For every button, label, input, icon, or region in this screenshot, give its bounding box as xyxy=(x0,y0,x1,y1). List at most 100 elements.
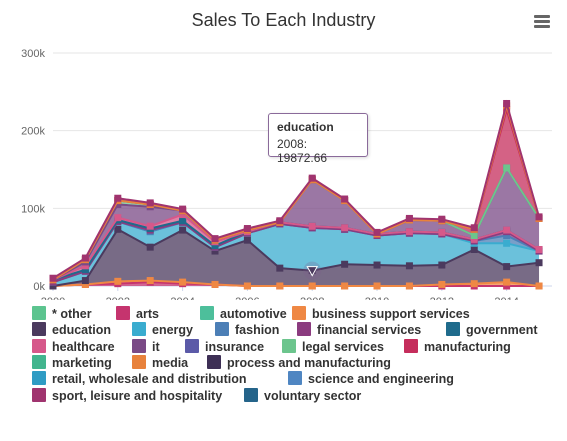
marker-government xyxy=(81,266,89,274)
marker-healthcare xyxy=(438,228,446,236)
marker-sport-leisure-and-hospitality xyxy=(211,235,219,243)
marker-education xyxy=(373,261,381,269)
x-tick-label: 2006 xyxy=(235,296,259,300)
chart-title: Sales To Each Industry xyxy=(191,10,376,30)
legend-label: automotive xyxy=(220,307,287,321)
marker-legal-services xyxy=(470,232,478,240)
legend-swatch xyxy=(404,338,418,353)
marker-business-support-services xyxy=(535,282,543,290)
marker-sport-leisure-and-hospitality xyxy=(535,213,543,221)
area-chart: 0k 100k 200k 300k 2000 2002 2004 2006 2008 2010 20… xyxy=(21,48,552,300)
marker-business-support-services xyxy=(146,277,154,285)
x-tick-label: 2002 xyxy=(106,296,130,300)
legend-label: manufacturing xyxy=(424,339,511,354)
legend-swatch xyxy=(292,306,306,320)
legend-item-legal-services[interactable]: legal services xyxy=(282,338,384,355)
legend-item-fashion[interactable]: fashion xyxy=(215,322,279,338)
legend-swatch xyxy=(132,322,146,337)
marker-business-support-services xyxy=(405,282,413,290)
marker-healthcare xyxy=(405,228,413,236)
legend-swatch xyxy=(32,322,46,337)
legend-item-business-support-services[interactable]: business support services xyxy=(292,306,470,322)
marker-education xyxy=(535,259,543,267)
marker-sport-leisure-and-hospitality xyxy=(179,205,187,213)
legend-item-education[interactable]: education xyxy=(32,322,111,338)
legend-item-arts[interactable]: arts xyxy=(116,306,159,322)
marker-business-support-services xyxy=(470,280,478,288)
legend-item-government[interactable]: government xyxy=(446,322,538,338)
marker-sport-leisure-and-hospitality xyxy=(243,225,251,233)
legend-swatch xyxy=(32,306,46,320)
marker-sport-leisure-and-hospitality xyxy=(438,215,446,223)
marker-sport-leisure-and-hospitality xyxy=(405,214,413,222)
marker-business-support-services xyxy=(211,280,219,288)
marker-healthcare xyxy=(535,245,543,253)
legend-item-healthcare[interactable]: healthcare xyxy=(32,338,115,355)
legend-item-automotive[interactable]: automotive xyxy=(200,306,287,322)
marker-education xyxy=(49,282,57,290)
area-arts xyxy=(53,282,540,286)
legend-item-retail-wholesale-and-distribution[interactable]: retail, wholesale and distribution xyxy=(32,371,246,387)
marker-it xyxy=(114,200,122,208)
marker-healthcare xyxy=(503,226,511,234)
legend-item-energy[interactable]: energy xyxy=(132,322,193,338)
marker-legal-services xyxy=(503,164,511,172)
marker-education xyxy=(81,277,89,285)
line-education xyxy=(52,227,540,287)
legend-label: insurance xyxy=(205,339,265,354)
marker-education xyxy=(179,226,187,234)
legend-swatch xyxy=(32,354,46,369)
tooltip: education 2008: 19872.66 xyxy=(268,113,368,165)
marker-government xyxy=(179,217,187,225)
line-healthcare xyxy=(52,213,540,281)
legend-label: process and manufacturing xyxy=(227,355,391,370)
x-tick-label: 2012 xyxy=(430,296,454,300)
y-tick-label: 100k xyxy=(21,203,45,215)
marker-healthcare xyxy=(146,222,154,230)
marker-healthcare xyxy=(81,262,89,270)
legend-swatch xyxy=(297,322,311,337)
y-tick-label: 200k xyxy=(21,126,45,138)
legend-swatch xyxy=(446,322,460,337)
legend-swatch xyxy=(32,387,46,402)
marker-education xyxy=(114,225,122,233)
legend-label: voluntary sector xyxy=(264,388,362,403)
legend-swatch xyxy=(288,371,302,386)
legend-item-media[interactable]: media xyxy=(132,354,188,371)
marker-sport-leisure-and-hospitality xyxy=(308,174,316,182)
marker-education xyxy=(146,243,154,251)
legend-item-voluntary-sector[interactable]: voluntary sector xyxy=(244,387,362,404)
legend-item-sport-leisure-and-hospitality[interactable]: sport, leisure and hospitality xyxy=(32,387,223,404)
legend-item-process-and-manufacturing[interactable]: process and manufacturing xyxy=(207,354,391,371)
marker-sport-leisure-and-hospitality xyxy=(470,224,478,232)
marker-business-support-services xyxy=(114,277,122,285)
marker-business-support-services xyxy=(373,282,381,290)
y-tick-label: 300k xyxy=(21,48,45,60)
legend-item-manufacturing[interactable]: manufacturing xyxy=(404,338,511,355)
marker-healthcare xyxy=(341,224,349,232)
legend-item-insurance[interactable]: insurance xyxy=(185,338,265,355)
legend-item-marketing[interactable]: marketing xyxy=(32,354,112,371)
legend-label: sport, leisure and hospitality xyxy=(52,388,223,403)
marker-education xyxy=(243,236,251,244)
marker-business-support-services xyxy=(308,282,316,290)
hamburger-menu-icon[interactable] xyxy=(534,15,550,29)
legend-swatch xyxy=(200,306,214,320)
legend-label: government xyxy=(466,323,538,338)
legend-label: fashion xyxy=(235,323,280,338)
legend-item-financial-services[interactable]: financial services xyxy=(297,322,421,338)
y-tick-label: 0k xyxy=(33,281,45,293)
legend-item--other[interactable]: * other xyxy=(32,306,92,322)
hover-marker xyxy=(306,266,319,277)
marker-sport-leisure-and-hospitality xyxy=(114,194,122,202)
marker-business-support-services xyxy=(503,278,511,286)
marker-business-support-services xyxy=(276,282,284,290)
line-business-support-services xyxy=(52,279,540,287)
marker-education xyxy=(405,262,413,270)
legend-item-it[interactable]: it xyxy=(132,338,160,355)
legend-swatch xyxy=(185,338,199,353)
legend-item-science-and-engineering[interactable]: science and engineering xyxy=(288,371,454,387)
marker-healthcare xyxy=(470,235,478,243)
x-tick-label: 2004 xyxy=(170,296,194,300)
legend-label: retail, wholesale and distribution xyxy=(52,372,247,387)
